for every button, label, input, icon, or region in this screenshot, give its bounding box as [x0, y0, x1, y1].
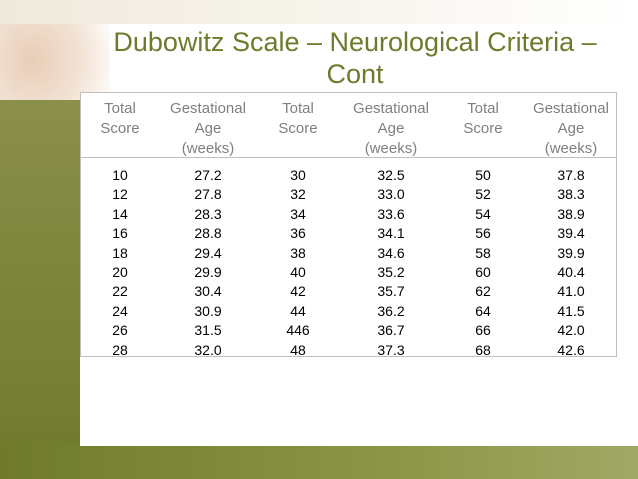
- table-cell: 54: [475, 205, 491, 222]
- table-cell: 38.3: [557, 186, 585, 203]
- table-cell: 30: [290, 167, 306, 183]
- table-cell: 48: [290, 341, 306, 358]
- header-line: Total: [282, 100, 314, 117]
- table-cell: 52: [475, 186, 491, 203]
- header-line: Gestational: [353, 100, 429, 117]
- table-cell: 32.5: [377, 167, 405, 183]
- table: Total Score Gestational Age (weeks) Total Scor…: [80, 92, 617, 358]
- table-cell: 60: [475, 264, 491, 280]
- table-cell: 30.9: [194, 302, 222, 319]
- table-cell: 41.5: [557, 302, 585, 319]
- left-band: [0, 100, 80, 479]
- table-cell: 32: [290, 186, 306, 203]
- table-cell: 28.3: [194, 205, 222, 222]
- table-cell: 26: [112, 322, 128, 339]
- table-cell: 42.6: [557, 341, 585, 358]
- table-cell: 24: [112, 302, 128, 319]
- table-cell: 22: [112, 283, 128, 300]
- table-cell: 36.2: [377, 302, 405, 319]
- header-line: Total: [467, 100, 499, 117]
- column-header: Total Score: [75, 99, 165, 139]
- table-cell: 68: [475, 341, 491, 358]
- table-cell: 32.0: [194, 341, 222, 358]
- header-line: Age: [377, 120, 405, 137]
- header-line: (weeks): [181, 140, 235, 157]
- table-cell: 35.7: [377, 283, 405, 300]
- column-header: Total Score: [253, 99, 343, 139]
- table-cell: 12: [112, 186, 128, 203]
- table-cell: 34.6: [377, 244, 405, 261]
- table-cell: 36.7: [377, 322, 405, 339]
- table-cell: 29.9: [194, 264, 222, 280]
- header-line: Score: [100, 120, 140, 137]
- table-cell: 28.8: [194, 225, 222, 242]
- table-cell: 34: [290, 205, 306, 222]
- table-cell: 41.0: [557, 283, 585, 300]
- header-line: Gestational: [533, 100, 609, 117]
- header-line: Score: [278, 120, 318, 137]
- column-header: Gestational Age (weeks): [346, 99, 436, 159]
- table-cell: 39.9: [557, 244, 585, 261]
- table-cell: 18: [112, 244, 128, 261]
- table-cell: 38.9: [557, 205, 585, 222]
- header-line: Age: [557, 120, 585, 137]
- column-header: Gestational Age (weeks): [526, 99, 616, 159]
- table-cell: 66: [475, 322, 491, 339]
- table-cell: 36: [290, 225, 306, 242]
- table-cell: 50: [475, 167, 491, 183]
- table-cell: 58: [475, 244, 491, 261]
- table-cell: 30.4: [194, 283, 222, 300]
- header-line: (weeks): [544, 140, 598, 157]
- table-cell: 44: [290, 302, 306, 319]
- header-line: Score: [463, 120, 503, 137]
- header-separator: [81, 157, 616, 158]
- table-cell: 40: [290, 264, 306, 280]
- table-cell: 16: [112, 225, 128, 242]
- table-cell: 33.6: [377, 205, 405, 222]
- column-header: Total Score: [438, 99, 528, 139]
- table-cell: 27.2: [194, 167, 222, 183]
- table-cell: 34.1: [377, 225, 405, 242]
- table-cell: 42.0: [557, 322, 585, 339]
- table-cell: 31.5: [194, 322, 222, 339]
- table-cell: 446: [286, 322, 310, 339]
- table-cell: 28: [112, 341, 128, 358]
- bottom-band: [0, 446, 638, 479]
- top-texture: [0, 0, 638, 24]
- table-cell: 14: [112, 205, 128, 222]
- column-header: Gestational Age (weeks): [163, 99, 253, 159]
- table-cell: 37.8: [557, 167, 585, 183]
- header-line: (weeks): [364, 140, 418, 157]
- header-line: Age: [194, 120, 222, 137]
- table-cell: 39.4: [557, 225, 585, 242]
- table-cell: 64: [475, 302, 491, 319]
- slide-title: Dubowitz Scale – Neurological Criteria –…: [113, 27, 597, 89]
- table-cell: 20: [112, 264, 128, 280]
- table-cell: 38: [290, 244, 306, 261]
- table-cell: 40.4: [557, 264, 585, 280]
- table-cell: 42: [290, 283, 306, 300]
- header-line: Total: [104, 100, 136, 117]
- table-cell: 37.3: [377, 341, 405, 358]
- table-cell: 33.0: [377, 186, 405, 203]
- table-cell: 56: [475, 225, 491, 242]
- table-cell: 62: [475, 283, 491, 300]
- table-cell: 10: [112, 167, 128, 183]
- table-cell: 29.4: [194, 244, 222, 261]
- header-line: Gestational: [170, 100, 246, 117]
- table-cell: 27.8: [194, 186, 222, 203]
- table-cell: 35.2: [377, 264, 405, 280]
